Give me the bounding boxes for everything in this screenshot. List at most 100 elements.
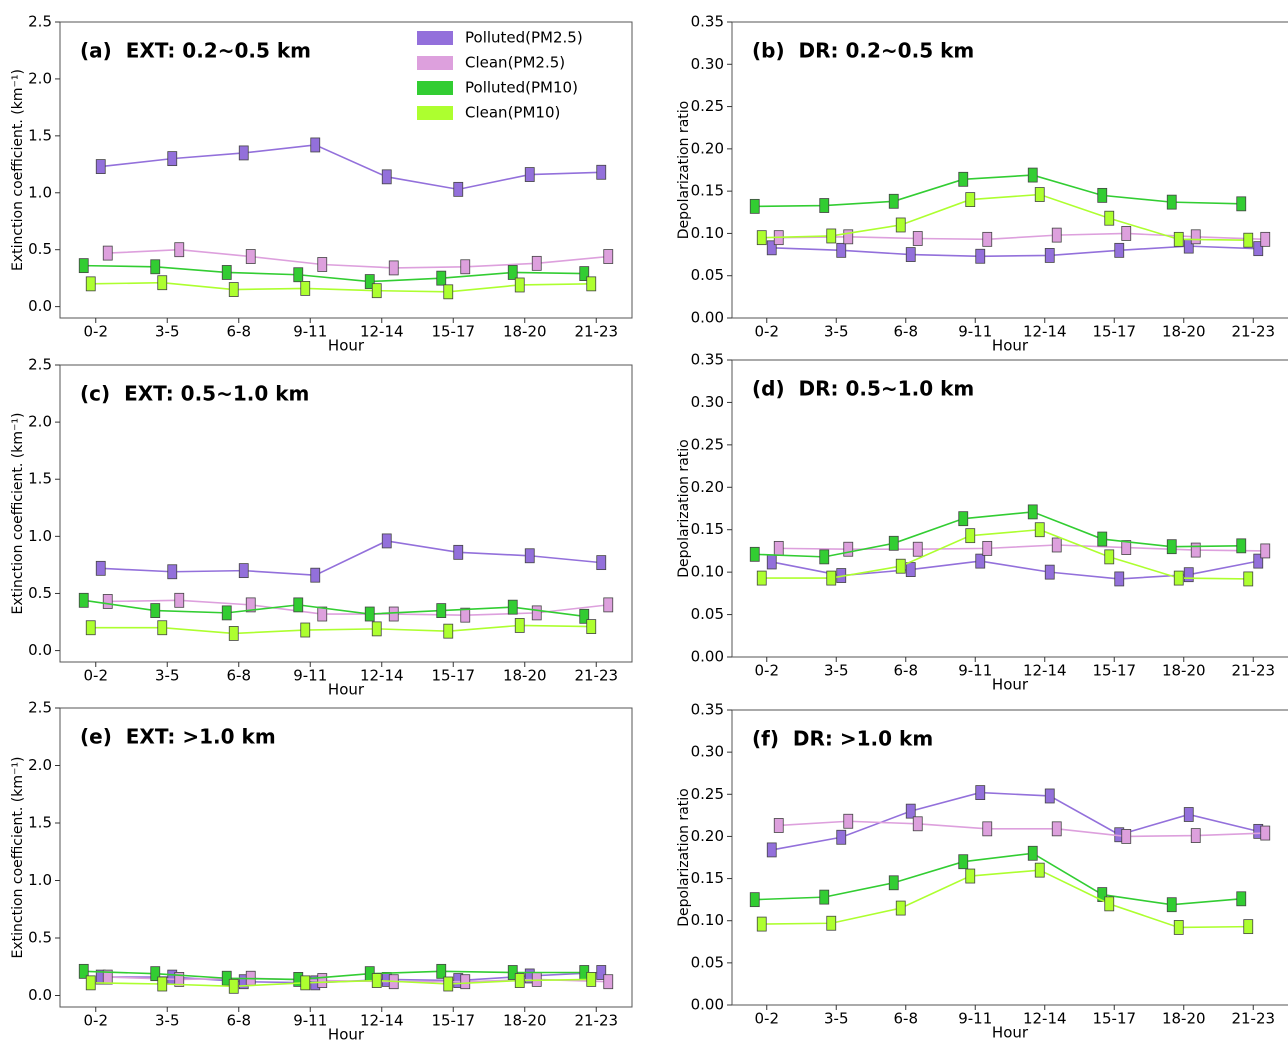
median-marker xyxy=(317,606,328,622)
median-marker xyxy=(300,975,311,991)
median-marker xyxy=(756,916,767,932)
median-marker xyxy=(1166,194,1177,210)
median-marker xyxy=(167,564,178,580)
median-marker xyxy=(514,973,525,988)
x-tick-label: 18-20 xyxy=(1162,662,1206,680)
median-marker xyxy=(1027,504,1038,520)
median-marker xyxy=(826,228,837,244)
median-marker xyxy=(317,257,328,272)
x-tick-label: 15-17 xyxy=(1092,662,1136,680)
y-tick-label: 1.5 xyxy=(28,126,52,144)
median-marker xyxy=(174,592,185,608)
median-marker xyxy=(364,606,375,622)
y-tick-label: 0.10 xyxy=(691,911,724,929)
series-line xyxy=(90,978,592,988)
median-marker xyxy=(819,198,830,213)
median-marker xyxy=(157,275,168,291)
y-tick-label: 2.5 xyxy=(28,13,52,31)
median-marker xyxy=(95,560,106,576)
median-marker xyxy=(1236,538,1247,554)
median-marker xyxy=(888,193,899,209)
median-marker xyxy=(1051,537,1062,553)
y-tick-label: 0.35 xyxy=(691,701,724,719)
x-tick-label: 12-14 xyxy=(1023,1010,1067,1028)
median-marker xyxy=(371,621,382,637)
x-tick-label: 21-23 xyxy=(574,667,618,685)
median-marker xyxy=(436,603,447,618)
y-tick-label: 0.35 xyxy=(691,351,724,369)
median-marker xyxy=(958,171,969,187)
median-marker xyxy=(167,151,178,167)
median-marker xyxy=(1097,887,1108,902)
median-marker xyxy=(596,555,607,571)
median-marker xyxy=(905,247,916,262)
x-tick-label: 15-17 xyxy=(1092,1010,1136,1028)
median-marker xyxy=(1114,242,1125,258)
median-marker xyxy=(958,511,969,527)
x-tick-label: 12-14 xyxy=(1023,662,1067,680)
median-marker xyxy=(507,265,518,280)
median-marker xyxy=(221,605,232,621)
x-tick-label: 18-20 xyxy=(503,1012,547,1030)
median-marker xyxy=(1253,553,1264,569)
median-marker xyxy=(895,558,906,574)
series-line xyxy=(778,820,1266,838)
median-marker xyxy=(912,541,923,557)
x-tick-label: 12-14 xyxy=(1023,323,1067,341)
x-axis-label: Hour xyxy=(328,1026,365,1040)
median-marker xyxy=(150,259,161,275)
y-tick-label: 0.5 xyxy=(28,929,52,947)
x-tick-label: 3-5 xyxy=(824,323,849,341)
median-marker xyxy=(78,963,89,979)
y-tick-label: 0.5 xyxy=(28,584,52,602)
series-line xyxy=(778,232,1266,241)
series-line xyxy=(754,511,1242,558)
y-tick-label: 0.20 xyxy=(691,139,724,157)
panel-title: (d) DR: 0.5~1.0 km xyxy=(752,377,974,401)
y-axis-label: Extinction coefficient. (km⁻¹) xyxy=(10,69,26,271)
median-marker xyxy=(364,274,375,289)
median-marker xyxy=(507,965,518,980)
legend-label: Clean(PM10) xyxy=(465,104,560,122)
median-marker xyxy=(1253,241,1264,257)
median-marker xyxy=(157,976,168,992)
series-line xyxy=(761,528,1249,580)
median-marker xyxy=(453,181,464,197)
median-marker xyxy=(965,192,976,208)
median-marker xyxy=(102,969,113,985)
median-marker xyxy=(78,592,89,608)
median-marker xyxy=(238,145,249,161)
median-marker xyxy=(1121,540,1132,555)
median-marker xyxy=(579,266,590,282)
median-marker xyxy=(603,597,614,613)
y-tick-label: 0.25 xyxy=(691,435,724,453)
median-marker xyxy=(1097,187,1108,203)
median-marker xyxy=(603,249,614,264)
y-axis-label: Depolarization ratio xyxy=(676,788,692,926)
median-marker xyxy=(1104,549,1115,565)
series-line xyxy=(761,869,1249,929)
y-tick-label: 0.30 xyxy=(691,55,724,73)
series-line xyxy=(90,624,592,635)
y-tick-label: 0.00 xyxy=(691,996,724,1014)
median-marker xyxy=(85,620,96,636)
x-tick-label: 15-17 xyxy=(431,323,475,341)
median-marker xyxy=(245,249,256,264)
median-marker xyxy=(586,276,597,292)
panel-title: (b) DR: 0.2~0.5 km xyxy=(752,39,974,63)
median-marker xyxy=(221,265,232,280)
median-marker xyxy=(1051,821,1062,837)
median-marker xyxy=(888,875,899,891)
y-tick-label: 0.0 xyxy=(28,986,52,1004)
x-tick-label: 9-11 xyxy=(958,1010,992,1028)
panel-title: (c) EXT: 0.5~1.0 km xyxy=(80,382,309,406)
y-tick-label: 0.00 xyxy=(691,648,724,666)
median-marker xyxy=(843,813,854,829)
y-tick-label: 0.0 xyxy=(28,297,52,315)
median-marker xyxy=(773,540,784,556)
y-tick-label: 2.5 xyxy=(28,356,52,374)
y-tick-label: 1.0 xyxy=(28,183,52,201)
median-marker xyxy=(531,972,542,987)
median-marker xyxy=(150,966,161,982)
y-tick-label: 2.5 xyxy=(28,699,52,717)
